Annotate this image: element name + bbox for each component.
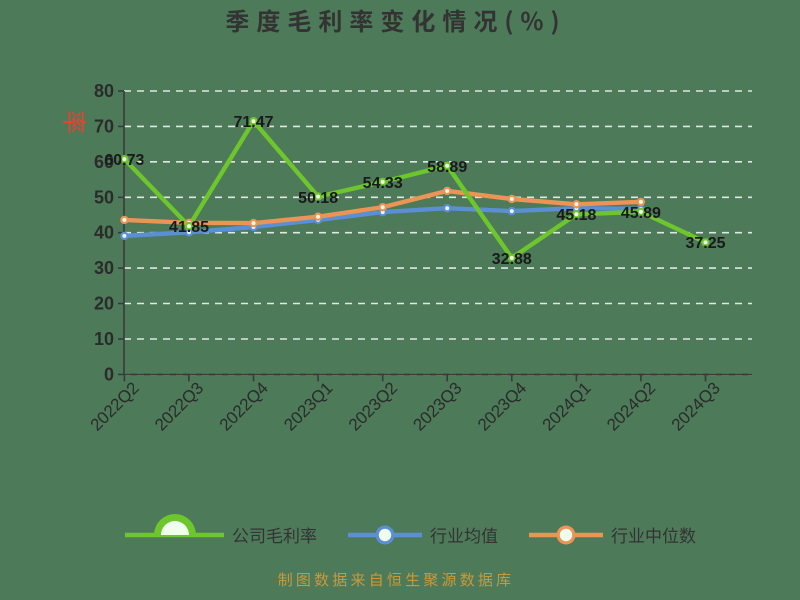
svg-text:32.88: 32.88 [492, 251, 532, 268]
svg-text:率: 率 [58, 110, 93, 134]
svg-text:41.85: 41.85 [169, 219, 209, 236]
svg-text:71.47: 71.47 [233, 114, 273, 131]
svg-text:50.18: 50.18 [298, 190, 338, 207]
svg-text:10: 10 [94, 329, 114, 349]
svg-text:40: 40 [94, 223, 114, 243]
svg-text:60.73: 60.73 [104, 152, 144, 169]
svg-text:37.25: 37.25 [685, 235, 725, 252]
svg-text:行业均值: 行业均值 [430, 522, 498, 547]
svg-text:制图数据来自恒生聚源数据库: 制图数据来自恒生聚源数据库 [278, 569, 515, 590]
svg-text:50: 50 [94, 187, 114, 207]
svg-text:54.33: 54.33 [363, 175, 403, 192]
svg-text:45.89: 45.89 [621, 205, 661, 222]
svg-text:58.89: 58.89 [427, 159, 467, 176]
svg-text:70: 70 [94, 116, 114, 136]
svg-text:30: 30 [94, 258, 114, 278]
svg-text:80: 80 [94, 81, 114, 101]
svg-text:0: 0 [104, 364, 114, 384]
svg-text:45.18: 45.18 [556, 207, 596, 224]
svg-text:季度毛利率变化情况(%): 季度毛利率变化情况(%) [225, 2, 566, 37]
svg-text:公司毛利率: 公司毛利率 [232, 522, 317, 547]
svg-text:行业中位数: 行业中位数 [611, 522, 696, 547]
svg-text:20: 20 [94, 294, 114, 314]
